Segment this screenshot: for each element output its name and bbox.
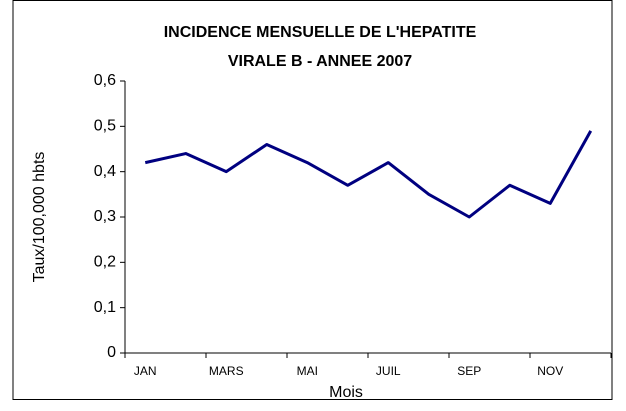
x-tick-label: SEP bbox=[457, 364, 481, 378]
chart-frame bbox=[12, 0, 613, 400]
y-tick-label: 0,5 bbox=[94, 118, 116, 135]
x-axis-label: Mois bbox=[329, 384, 363, 401]
x-tick-label: NOV bbox=[537, 364, 563, 378]
y-tick-label: 0,1 bbox=[94, 299, 116, 316]
y-tick-label: 0,2 bbox=[94, 254, 116, 271]
x-tick-label: MAI bbox=[297, 364, 318, 378]
x-tick-label: JAN bbox=[134, 364, 157, 378]
chart-title: VIRALE B - ANNEE 2007 bbox=[228, 53, 412, 70]
y-tick-label: 0,4 bbox=[94, 163, 116, 180]
data-line bbox=[144, 130, 593, 219]
y-tick-label: 0,3 bbox=[94, 208, 116, 225]
x-tick-label: MARS bbox=[209, 364, 244, 378]
x-tick-label: JUIL bbox=[376, 364, 401, 378]
y-axis-label: Taux/100,000 hbts bbox=[31, 152, 48, 283]
chart-title: INCIDENCE MENSUELLE DE L'HEPATITE bbox=[164, 24, 477, 41]
y-tick-label: 0,6 bbox=[94, 72, 116, 89]
y-tick-label: 0 bbox=[107, 344, 116, 361]
